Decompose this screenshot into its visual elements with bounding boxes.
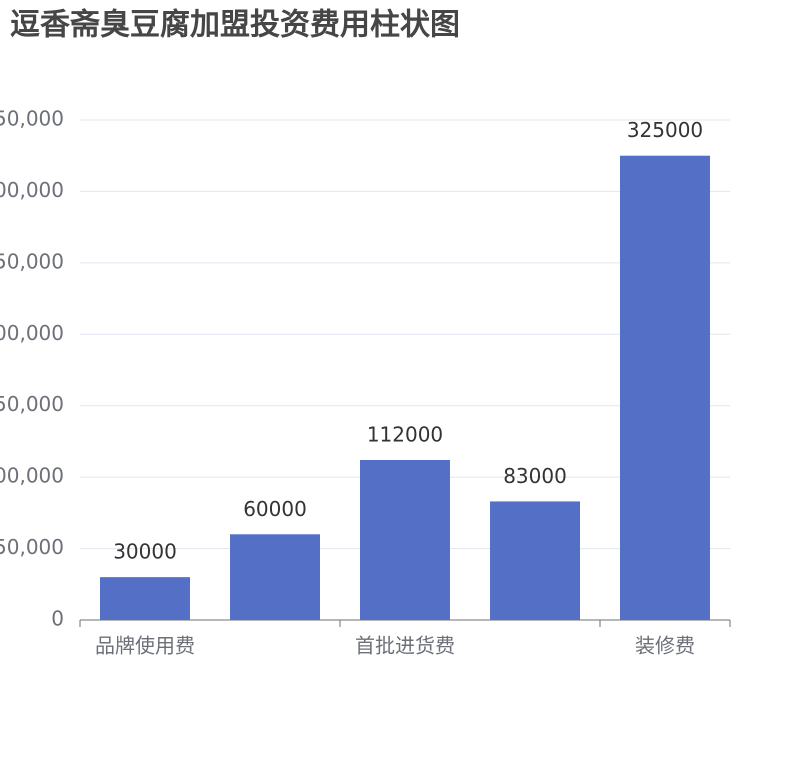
value-label: 83000 [503, 464, 567, 488]
y-tick-label: 0 [51, 607, 64, 631]
x-tick-label: 首批进货费 [355, 634, 455, 658]
value-label: 60000 [243, 497, 307, 521]
bar [620, 155, 710, 620]
bar [100, 577, 190, 620]
y-tick-label: 250,000 [0, 249, 64, 273]
bar [230, 534, 320, 620]
y-tick-label: 150,000 [0, 392, 64, 416]
chart-title: 逗香斋臭豆腐加盟投资费用柱状图 [10, 8, 460, 43]
y-tick-label: 300,000 [0, 178, 64, 202]
x-tick-label: 装修费 [635, 634, 695, 658]
value-label: 112000 [367, 423, 443, 447]
y-tick-label: 350,000 [0, 107, 64, 131]
bar [490, 501, 580, 620]
bar [360, 460, 450, 620]
y-tick-label: 200,000 [0, 321, 64, 345]
y-tick-label: 50,000 [0, 535, 64, 559]
value-label: 325000 [627, 118, 703, 142]
value-label: 30000 [113, 540, 177, 564]
x-tick-label: 品牌使用费 [95, 634, 195, 658]
y-tick-label: 100,000 [0, 464, 64, 488]
